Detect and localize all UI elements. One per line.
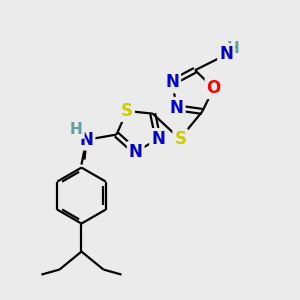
Text: H: H	[70, 122, 83, 137]
Text: S: S	[174, 130, 186, 148]
Text: N: N	[170, 99, 184, 117]
Text: N: N	[129, 143, 142, 161]
Text: S: S	[121, 102, 133, 120]
Text: N: N	[80, 130, 93, 148]
Text: O: O	[206, 79, 221, 97]
Text: N: N	[151, 130, 165, 148]
Text: H: H	[227, 41, 239, 56]
Text: N: N	[165, 74, 179, 92]
Text: N: N	[219, 45, 233, 63]
